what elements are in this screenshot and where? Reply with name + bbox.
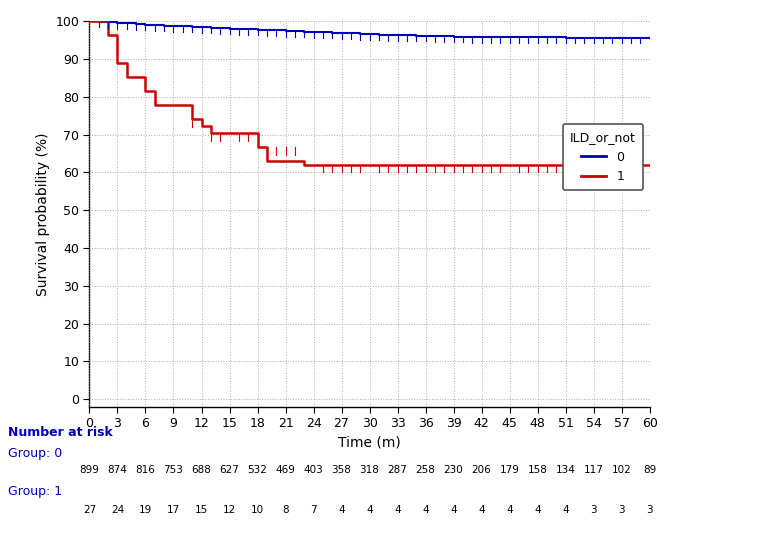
Text: 688: 688 [191, 465, 212, 476]
Text: 4: 4 [366, 505, 373, 515]
Text: 4: 4 [506, 505, 513, 515]
Text: 89: 89 [643, 465, 657, 476]
Text: 287: 287 [387, 465, 408, 476]
Text: 7: 7 [310, 505, 317, 515]
Text: 17: 17 [166, 505, 180, 515]
Text: 3: 3 [647, 505, 653, 515]
Text: 358: 358 [331, 465, 352, 476]
Text: 318: 318 [359, 465, 380, 476]
Text: 899: 899 [79, 465, 100, 476]
Text: 134: 134 [555, 465, 576, 476]
Text: 403: 403 [303, 465, 324, 476]
Text: Group: 0: Group: 0 [8, 447, 62, 461]
Text: 4: 4 [394, 505, 401, 515]
Text: 12: 12 [223, 505, 237, 515]
Text: 627: 627 [219, 465, 240, 476]
Text: 469: 469 [275, 465, 296, 476]
Text: 27: 27 [82, 505, 96, 515]
Text: 753: 753 [163, 465, 184, 476]
Text: 117: 117 [584, 465, 604, 476]
Text: 4: 4 [338, 505, 345, 515]
Legend: 0, 1: 0, 1 [562, 124, 643, 190]
Text: 4: 4 [534, 505, 541, 515]
Text: 206: 206 [471, 465, 492, 476]
X-axis label: Time (m): Time (m) [338, 435, 401, 449]
Text: Number at risk: Number at risk [8, 426, 113, 439]
Text: 4: 4 [422, 505, 429, 515]
Text: 102: 102 [612, 465, 632, 476]
Text: 230: 230 [443, 465, 464, 476]
Text: 24: 24 [110, 505, 124, 515]
Text: 4: 4 [450, 505, 457, 515]
Text: 532: 532 [247, 465, 268, 476]
Text: Group: 1: Group: 1 [8, 485, 62, 498]
Text: 15: 15 [194, 505, 209, 515]
Text: 4: 4 [478, 505, 485, 515]
Text: 158: 158 [527, 465, 548, 476]
Text: 4: 4 [562, 505, 569, 515]
Y-axis label: Survival probability (%): Survival probability (%) [36, 132, 50, 296]
Text: 3: 3 [591, 505, 597, 515]
Text: 258: 258 [415, 465, 436, 476]
Text: 874: 874 [107, 465, 128, 476]
Text: 8: 8 [282, 505, 289, 515]
Text: 19: 19 [138, 505, 152, 515]
Text: 3: 3 [619, 505, 625, 515]
Text: 816: 816 [135, 465, 156, 476]
Text: 179: 179 [499, 465, 520, 476]
Text: 10: 10 [251, 505, 264, 515]
